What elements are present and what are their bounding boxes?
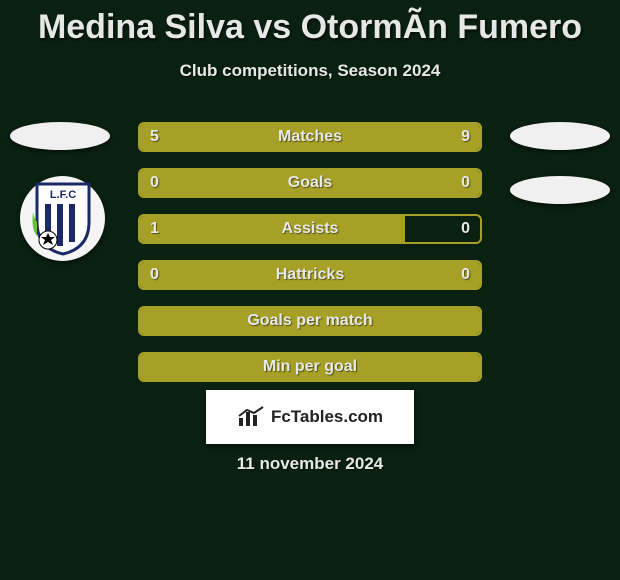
bar-label: Goals per match: [140, 308, 480, 334]
subtitle: Club competitions, Season 2024: [0, 61, 620, 81]
bar-value-left: 0: [150, 262, 159, 288]
club-left-crest: L.F.C: [20, 176, 105, 261]
bar-row: Matches5 9: [138, 122, 482, 152]
fctables-logo: FcTables.com: [206, 390, 414, 444]
bar-label: Min per goal: [140, 354, 480, 380]
bar-row: Goals0 0: [138, 168, 482, 198]
chart-icon: [237, 406, 265, 428]
bar-value-right: 0: [461, 216, 470, 242]
bar-value-left: 0: [150, 170, 159, 196]
date-label: 11 november 2024: [0, 454, 620, 474]
bar-row: Min per goal: [138, 352, 482, 382]
bar-label: Goals: [140, 170, 480, 196]
crest-letters: L.F.C: [49, 189, 75, 201]
bar-row: Goals per match: [138, 306, 482, 336]
bar-value-right: 0: [461, 262, 470, 288]
page-title: Medina Silva vs OtormÃ­n Fumero: [0, 0, 620, 47]
logo-text: FcTables.com: [271, 407, 383, 427]
bar-label: Hattricks: [140, 262, 480, 288]
bar-value-left: 5: [150, 124, 159, 150]
bar-value-right: 0: [461, 170, 470, 196]
bar-row: Hattricks0 0: [138, 260, 482, 290]
player-right-badge: [510, 122, 610, 150]
club-right-badge: [510, 176, 610, 204]
bar-label: Assists: [140, 216, 480, 242]
shield-icon: L.F.C: [31, 182, 95, 256]
bar-value-left: 1: [150, 216, 159, 242]
bar-row: Assists1 0: [138, 214, 482, 244]
player-left-badge: [10, 122, 110, 150]
bar-value-right: 9: [461, 124, 470, 150]
comparison-bars: Matches59Goals00Assists10Hattricks00Goal…: [138, 122, 482, 398]
bar-label: Matches: [140, 124, 480, 150]
